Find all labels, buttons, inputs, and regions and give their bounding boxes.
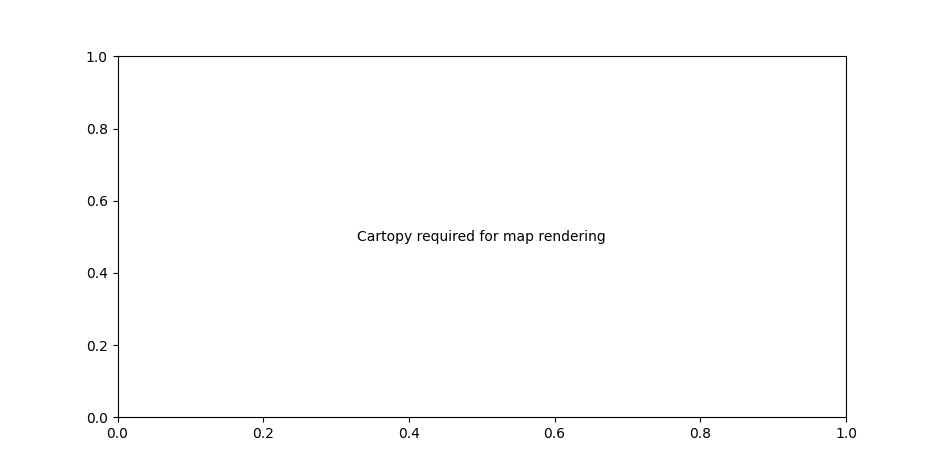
Text: Cartopy required for map rendering: Cartopy required for map rendering [357, 230, 606, 244]
